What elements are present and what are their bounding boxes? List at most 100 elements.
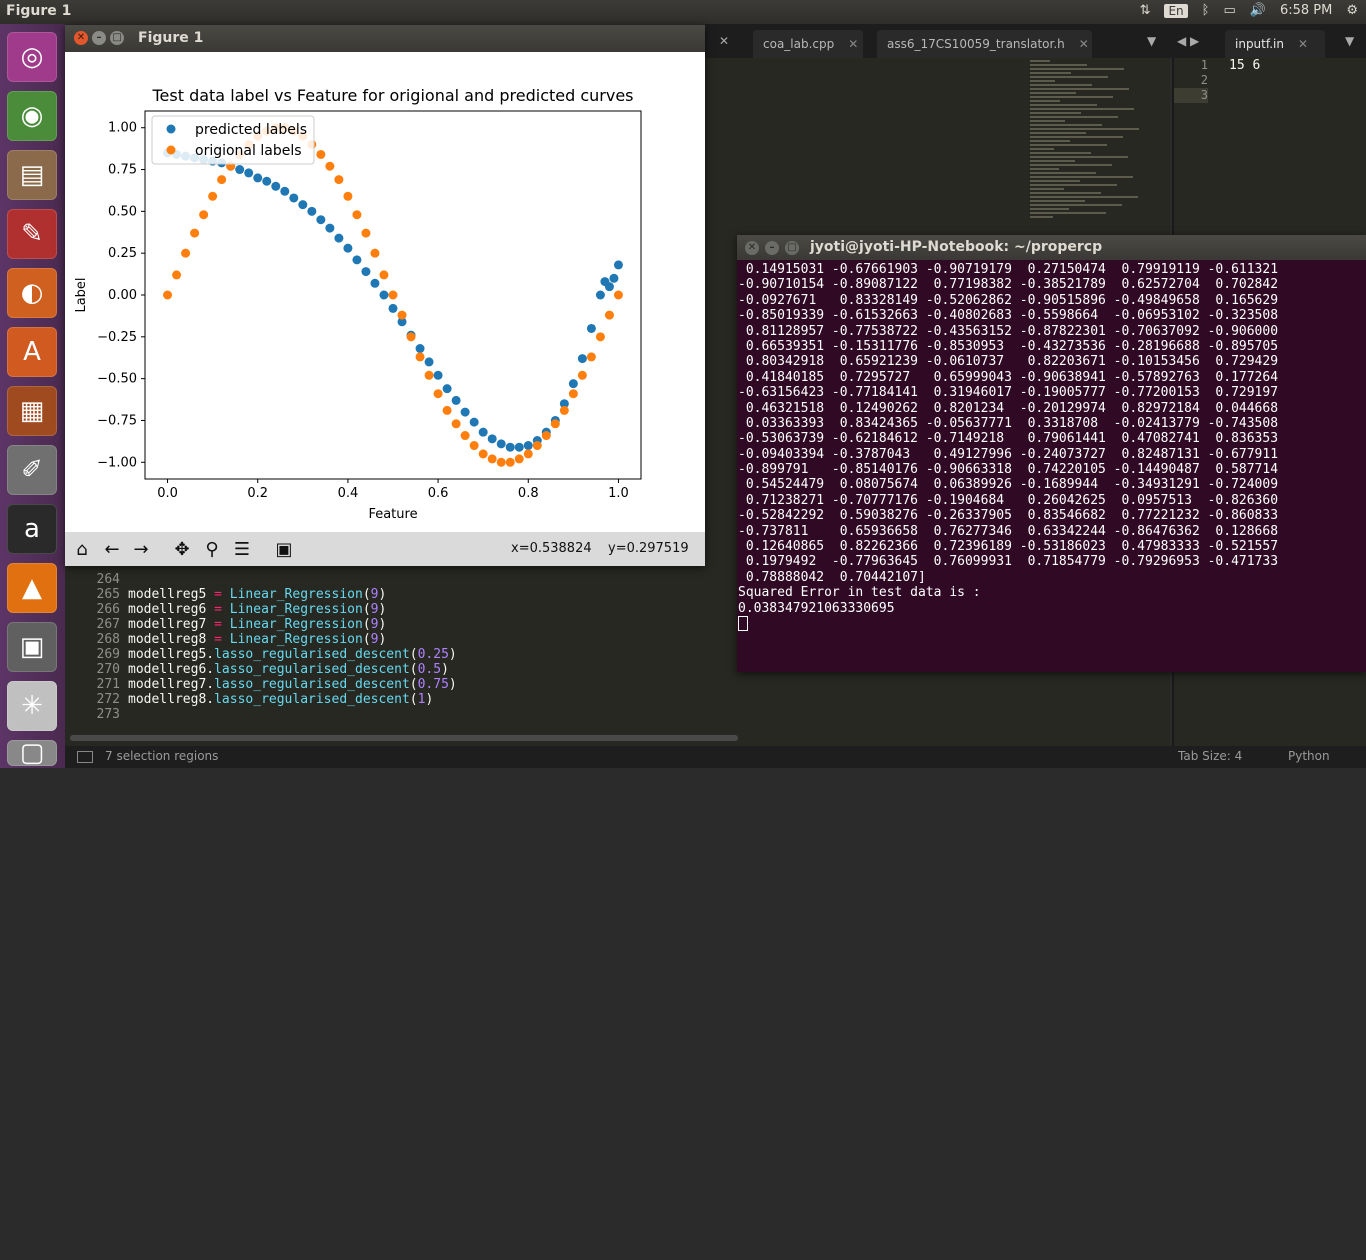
code-line: modellreg5 = Linear_Regression(9) <box>128 587 387 602</box>
figure-window[interactable]: ✕ – □ Figure 1 Test data label vs Featur… <box>65 25 705 566</box>
close-icon[interactable]: ✕ <box>74 31 88 45</box>
amazon-icon[interactable]: a <box>7 504 57 554</box>
data-point-original <box>469 441 479 451</box>
chrome-icon[interactable]: ◉ <box>7 91 57 141</box>
plot-canvas[interactable]: Test data label vs Feature for origional… <box>65 52 705 532</box>
figure-titlebar[interactable]: ✕ – □ Figure 1 <box>65 25 705 52</box>
legend-box <box>151 115 315 165</box>
maximize-icon[interactable]: □ <box>110 31 124 45</box>
code-lines[interactable]: modellreg5 = Linear_Regression(9) modellr… <box>128 572 457 722</box>
matplotlib-figure-icon[interactable]: ✳ <box>7 681 57 731</box>
impress-icon[interactable]: ▦ <box>7 386 57 436</box>
data-point-predicted <box>388 303 398 313</box>
terminal-titlebar[interactable]: ✕ – □ jyoti@jyoti-HP-Notebook: ~/properc… <box>737 235 1366 260</box>
terminal-line: Squared Error in test data is : <box>738 585 981 601</box>
terminal-output[interactable]: 0.14915031 -0.67661903 -0.90719179 0.271… <box>738 262 1366 672</box>
x-tick-label: 1.0 <box>608 486 629 501</box>
data-point-predicted <box>559 399 569 409</box>
tab-dropdown-icon[interactable]: ▼ <box>1345 34 1355 48</box>
ubuntu-dash-icon[interactable]: ◎ <box>7 32 57 82</box>
close-icon[interactable]: ✕ <box>1297 37 1309 51</box>
file-manager-icon[interactable]: ▤ <box>7 150 57 200</box>
code-line: modellreg6.lasso_regularised_descent(0.5… <box>128 662 449 677</box>
y-tick-label: 1.00 <box>108 121 137 136</box>
data-point-original <box>172 270 182 280</box>
syntax-indicator[interactable]: Python <box>1288 749 1330 763</box>
line-number: 266 <box>96 602 120 617</box>
legend-label: origional labels <box>195 143 302 159</box>
x-tick-label: 0.6 <box>428 486 449 501</box>
x-axis-label: Feature <box>368 507 417 522</box>
data-point-original <box>505 457 515 467</box>
close-icon[interactable]: ✕ <box>745 241 759 255</box>
text-editor-icon[interactable]: ✐ <box>7 445 57 495</box>
tab-translator[interactable]: ass6_17CS10059_translator.h ✕ <box>877 30 1092 58</box>
terminal-title: jyoti@jyoti-HP-Notebook: ~/propercp <box>810 239 1103 255</box>
data-point-predicted <box>609 273 619 283</box>
terminal-window[interactable]: ✕ – □ jyoti@jyoti-HP-Notebook: ~/properc… <box>737 235 1366 672</box>
data-point-original <box>181 248 191 258</box>
maximize-icon[interactable]: □ <box>785 241 799 255</box>
code-line: modellreg6 = Linear_Regression(9) <box>128 602 387 617</box>
battery-icon[interactable]: ▭ <box>1223 3 1236 18</box>
vlc-icon[interactable]: ▲ <box>7 563 57 613</box>
firefox-icon[interactable]: ◐ <box>7 268 57 318</box>
cursor-x-readout: x=0.538824 <box>511 541 592 556</box>
pan-icon[interactable]: ✥ <box>174 539 190 560</box>
close-icon[interactable]: ✕ <box>848 37 859 51</box>
tab-size-indicator[interactable]: Tab Size: 4 <box>1178 749 1243 763</box>
zoom-icon[interactable]: ⚲ <box>205 539 219 560</box>
input-file-content[interactable]: 15 6 <box>1229 58 1260 73</box>
minimize-icon[interactable]: – <box>765 241 779 255</box>
document-viewer-icon[interactable]: ✎ <box>7 209 57 259</box>
volume-icon[interactable]: 🔊 <box>1249 3 1266 18</box>
data-point-predicted <box>478 427 488 437</box>
configure-icon[interactable]: ☰ <box>233 539 251 560</box>
panel-toggle-icon[interactable] <box>77 751 93 763</box>
close-icon[interactable]: ✕ <box>719 34 730 48</box>
data-point-original <box>415 352 425 362</box>
code-line: modellreg8 = Linear_Regression(9) <box>128 632 387 647</box>
software-center-icon[interactable]: A <box>7 327 57 377</box>
back-icon[interactable]: ← <box>104 539 120 560</box>
data-point-predicted <box>604 282 614 292</box>
scatter-chart[interactable]: Test data label vs Feature for origional… <box>65 52 705 532</box>
keyboard-layout-indicator[interactable]: En <box>1164 3 1188 18</box>
line-number: 265 <box>96 587 120 602</box>
tab-scroll-icon[interactable]: ◀ ▶ <box>1177 34 1200 48</box>
x-tick-label: 0.4 <box>338 486 359 501</box>
settings-icon[interactable]: ⚙ <box>1346 3 1358 18</box>
data-point-predicted <box>451 395 461 405</box>
home-icon[interactable]: ⌂ <box>76 539 88 560</box>
terminal-prompt[interactable] <box>738 615 1366 631</box>
data-point-predicted <box>577 354 587 364</box>
close-icon[interactable]: ✕ <box>1078 37 1089 51</box>
trash-icon[interactable]: ▢ <box>7 738 57 768</box>
tab-coa-lab[interactable]: coa_lab.cpp ✕ <box>753 30 863 58</box>
data-point-predicted <box>235 165 245 175</box>
save-icon[interactable]: ▣ <box>275 539 293 560</box>
active-window-title: Figure 1 <box>6 3 72 19</box>
terminal-line: 0.80342918 0.65921239 -0.0610737 0.82203… <box>738 354 1279 370</box>
minimize-icon[interactable]: – <box>92 31 106 45</box>
bluetooth-icon[interactable]: ᛒ <box>1201 3 1210 18</box>
data-point-predicted <box>586 323 596 333</box>
data-point-predicted <box>361 267 371 277</box>
workspace-switcher-icon[interactable]: ▣ <box>7 622 57 672</box>
forward-icon[interactable]: → <box>133 539 149 560</box>
data-point-original <box>604 310 614 320</box>
network-icon[interactable]: ⇅ <box>1139 3 1151 18</box>
clock[interactable]: 6:58 PM <box>1279 3 1333 18</box>
editor-tab-bar: ✕ coa_lab.cpp ✕ ass6_17CS10059_translator… <box>705 24 1366 58</box>
horizontal-scrollbar[interactable] <box>70 735 738 741</box>
terminal-line: 0.78888042 0.70442107] <box>738 569 926 585</box>
y-tick-label: 0.25 <box>108 246 137 261</box>
code-line: modellreg5.lasso_regularised_descent(0.2… <box>128 647 457 662</box>
tab-inputf[interactable]: inputf.in ✕ <box>1225 30 1325 58</box>
tab-dropdown-icon[interactable]: ▼ <box>1147 34 1157 48</box>
x-tick-label: 0.8 <box>518 486 539 501</box>
terminal-line: -0.53063739 -0.62184612 -0.7149218 0.790… <box>738 431 1279 447</box>
data-point-original <box>316 149 326 159</box>
minimap[interactable] <box>1030 58 1160 233</box>
y-tick-label: 0.75 <box>108 163 137 178</box>
